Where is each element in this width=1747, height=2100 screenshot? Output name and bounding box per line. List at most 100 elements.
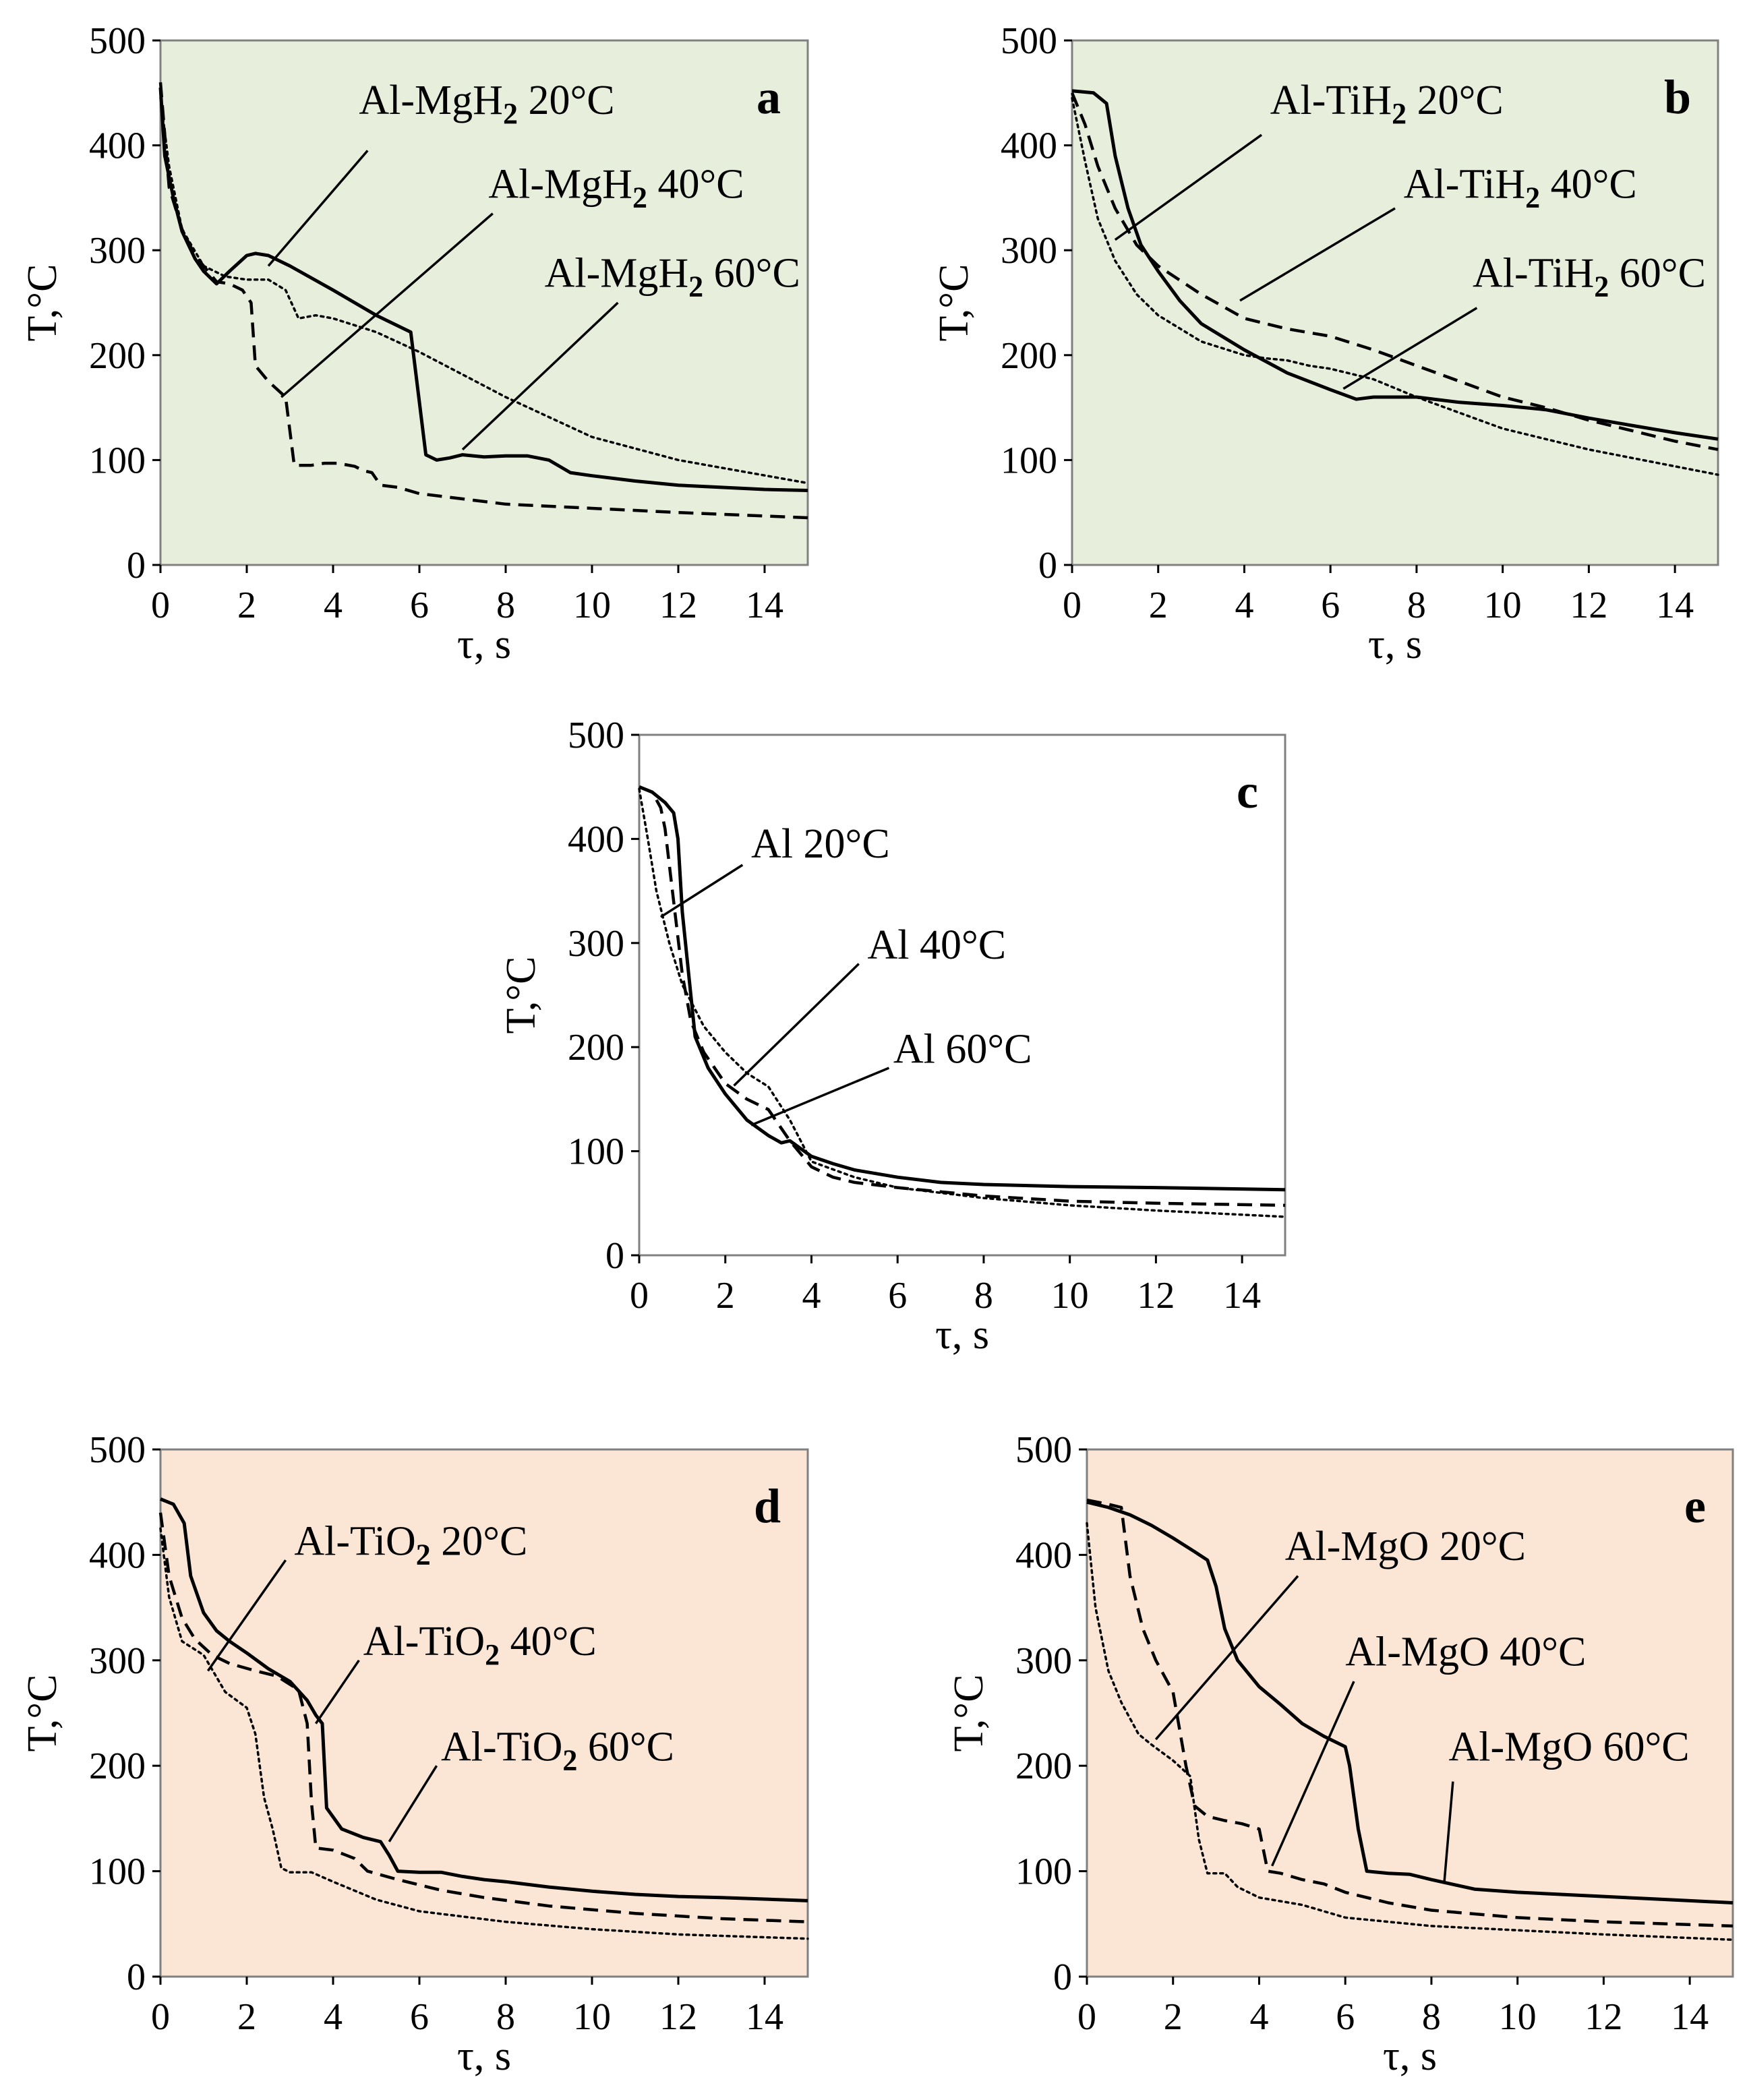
annotation-leader-line	[1154, 1575, 1299, 1741]
x-tick-label: 6	[1336, 1996, 1355, 2038]
y-tick-label: 0	[127, 1956, 146, 1998]
x-tick-label: 6	[888, 1275, 907, 1317]
annotation-label: Al-TiH2 40°C	[1404, 161, 1637, 214]
x-tick-label: 2	[237, 584, 256, 626]
annotation-leader-line	[1114, 133, 1263, 241]
annotation-suffix: 20°C	[1407, 78, 1504, 123]
x-tick-label: 0	[151, 584, 170, 626]
annotation-text: Al-TiH	[1404, 161, 1525, 207]
y-tick-label: 200	[568, 1027, 624, 1069]
panel-letter: b	[1664, 70, 1691, 124]
annotation-label: Al-MgH2 20°C	[359, 78, 614, 130]
y-tick-label: 400	[89, 125, 146, 167]
y-axis-title: T,°C	[498, 957, 544, 1034]
annotation-leader-line	[750, 1067, 890, 1127]
y-tick-label: 0	[605, 1235, 624, 1277]
annotation-subscript: 2	[503, 97, 518, 130]
y-tick-label: 100	[89, 440, 146, 481]
annotation-text: Al 60°C	[893, 1026, 1032, 1072]
annotation-label: Al-TiO2 20°C	[294, 1518, 527, 1571]
series-solid-line	[1086, 1500, 1734, 1904]
annotation-suffix: 20°C	[431, 1518, 528, 1564]
annotation-suffix: 40°C	[647, 161, 744, 207]
x-tick-label: 10	[573, 584, 611, 626]
y-axis-title: T,°C	[20, 264, 65, 342]
x-tick-label: 4	[802, 1275, 821, 1317]
annotation-text: Al-TiO	[441, 1724, 562, 1770]
series-dashed-line	[158, 82, 808, 520]
panel-d: 0 100 200 300 400 500 0 2 4 6 8 10 12 14 τ, s T,°C d Al-T…	[20, 1429, 809, 2079]
y-tick-label: 100	[568, 1131, 624, 1173]
annotation-subscript: 2	[688, 270, 703, 303]
y-tick-label: 200	[1001, 335, 1057, 377]
x-tick-label: 2	[1164, 1996, 1183, 2038]
annotation-text: Al-TiO	[363, 1619, 485, 1664]
annotation-leader-line	[1271, 1681, 1355, 1867]
y-tick-label: 0	[1053, 1956, 1072, 1998]
x-tick-label: 10	[1499, 1996, 1537, 2038]
y-tick-label: 500	[1001, 20, 1057, 62]
series-dashed-line	[1086, 1498, 1734, 1928]
series-dotted-line	[159, 1527, 809, 1940]
annotation-subscript: 2	[562, 1743, 577, 1776]
y-tick-label: 300	[1001, 230, 1057, 272]
y-tick-label: 100	[1001, 440, 1057, 481]
annotation-subscript: 2	[416, 1538, 431, 1571]
annotation-leader-line	[1443, 1781, 1454, 1882]
annotation-label: Al 40°C	[867, 922, 1006, 968]
x-tick-label: 8	[974, 1275, 993, 1317]
panel-b: 0 100 200 300 400 500 0 2 4 6 8 10 12 14 τ, s T,°C b Al-T…	[931, 20, 1719, 667]
annotation-leader-line	[280, 212, 494, 398]
plot-area-a	[159, 39, 809, 566]
x-axis-title: τ, s	[1368, 622, 1422, 667]
series-solid-line	[1071, 89, 1719, 441]
annotation-leader-line	[461, 301, 619, 451]
x-axis-title: τ, s	[935, 1312, 989, 1358]
y-tick-label: 300	[89, 230, 146, 272]
annotation-leader-line	[1239, 207, 1396, 302]
x-axis-title: τ, s	[1383, 2033, 1437, 2079]
annotation-label: Al-MgH2 40°C	[488, 161, 744, 214]
x-tick-label: 14	[1656, 584, 1694, 626]
annotation-label: Al-TiO2 60°C	[441, 1724, 674, 1776]
y-axis-title: T,°C	[20, 1675, 65, 1752]
x-tick-label: 14	[746, 1996, 783, 2038]
series-dotted-line	[159, 96, 809, 485]
y-tick-label: 400	[1001, 125, 1057, 167]
series-dotted-line	[1086, 1522, 1734, 1942]
annotation-label: Al-TiO2 40°C	[363, 1619, 597, 1671]
x-tick-label: 2	[237, 1996, 256, 2038]
annotation-subscript: 2	[485, 1638, 500, 1671]
annotation-text: Al-MgH	[488, 161, 632, 207]
annotation-label: Al-TiH2 60°C	[1473, 251, 1706, 303]
x-tick-label: 12	[1570, 584, 1607, 626]
y-tick-label: 300	[89, 1640, 146, 1682]
x-tick-label: 0	[1077, 1996, 1096, 2038]
panel-c: 0 100 200 300 400 500 0 2 4 6 8 10 12 14 τ, s T,°C c Al 2…	[498, 715, 1286, 1358]
annotation-text: Al-MgO 60°C	[1448, 1724, 1689, 1770]
annotation-suffix: 60°C	[1609, 251, 1706, 297]
annotation-label: Al 60°C	[893, 1026, 1032, 1072]
annotation-label: Al-MgH2 60°C	[545, 251, 800, 303]
annotation-subscript: 2	[1525, 181, 1540, 214]
y-tick-label: 500	[89, 1429, 146, 1471]
annotation-leader-line	[314, 1659, 360, 1724]
y-tick-label: 100	[1015, 1851, 1072, 1893]
annotation-text: Al-MgH	[359, 78, 503, 123]
annotation-suffix: 40°C	[1540, 161, 1637, 207]
plot-area-c	[638, 733, 1286, 1257]
x-tick-label: 10	[1484, 584, 1522, 626]
annotation-leader-line	[388, 1765, 438, 1842]
x-tick-label: 12	[659, 584, 697, 626]
series-dashed-line	[158, 1512, 808, 1923]
y-tick-label: 300	[1015, 1640, 1072, 1682]
y-tick-label: 200	[89, 1745, 146, 1787]
annotation-text: Al-MgH	[545, 251, 689, 297]
y-tick-label: 400	[568, 818, 624, 860]
x-tick-label: 14	[1671, 1996, 1709, 2038]
series-solid-line	[639, 785, 1286, 1192]
annotation-leader-line	[1342, 307, 1478, 390]
x-tick-label: 8	[1407, 584, 1426, 626]
annotation-subscript: 2	[1392, 97, 1407, 130]
